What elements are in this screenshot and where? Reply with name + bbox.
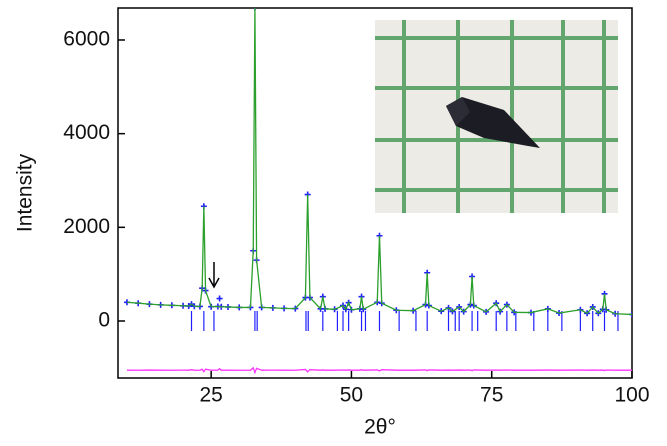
x-axis-label: 2θ° <box>364 416 396 439</box>
y-tick-label: 2000 <box>63 215 110 238</box>
series-line <box>126 8 632 316</box>
x-tick-label: 25 <box>199 384 222 407</box>
plot-frame <box>117 7 633 379</box>
arrow <box>208 262 220 289</box>
x-tick-label: 75 <box>480 384 503 407</box>
y-tick-label: 0 <box>98 309 110 332</box>
inset-photo <box>375 20 618 213</box>
series-line <box>126 366 632 375</box>
y-tick-label: 4000 <box>63 121 110 144</box>
y-tick-label: 6000 <box>63 28 110 51</box>
data-point <box>216 295 223 302</box>
x-tick-label: 100 <box>614 384 649 407</box>
y-axis-label: Intensity <box>14 153 37 232</box>
x-tick-label: 50 <box>340 384 363 407</box>
